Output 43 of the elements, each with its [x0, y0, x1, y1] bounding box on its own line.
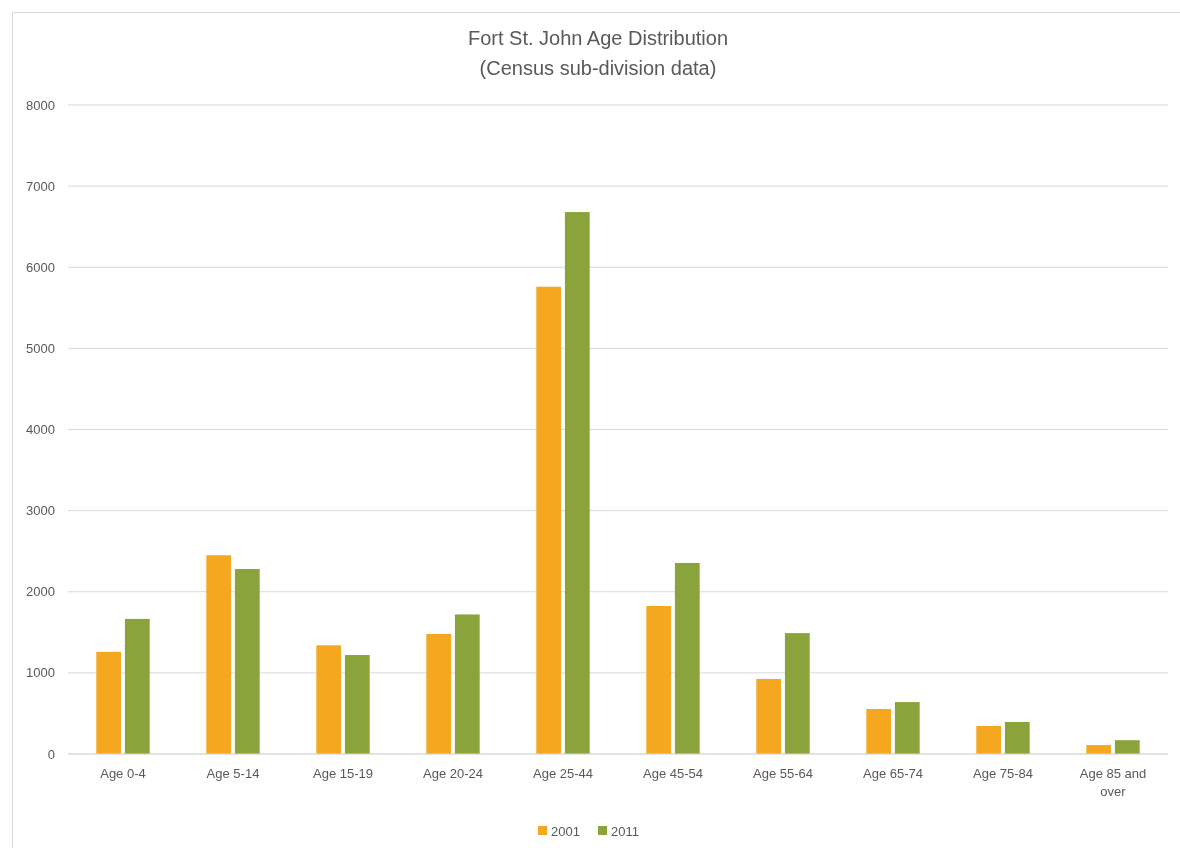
x-tick-label: Age 15-19 [313, 766, 373, 781]
bar [206, 555, 232, 754]
chart-subtitle: (Census sub-division data) [479, 57, 717, 79]
legend-label: 2011 [611, 823, 639, 839]
bar [784, 633, 810, 754]
bar [894, 702, 920, 754]
bar [756, 678, 782, 754]
bar [234, 569, 260, 754]
bar [454, 614, 480, 754]
bar [536, 286, 562, 754]
y-tick-label: 5000 [26, 340, 55, 356]
bar [1004, 721, 1030, 754]
y-tick-label: 6000 [26, 259, 55, 275]
y-tick-label: 8000 [26, 97, 55, 113]
bar [564, 212, 590, 754]
x-tick-label: Age 75-84 [973, 766, 1033, 781]
x-tick-label: Age 65-74 [863, 766, 923, 781]
y-tick-label: 1000 [26, 665, 55, 681]
bar [646, 605, 672, 754]
bar [1086, 745, 1112, 754]
y-tick-label: 0 [47, 746, 55, 762]
bar [866, 708, 892, 754]
bar [344, 655, 370, 754]
y-tick-label: 7000 [26, 178, 55, 194]
bar [316, 645, 342, 754]
bar [1114, 740, 1140, 754]
x-tick-label: Age 25-44 [533, 766, 593, 781]
bar [674, 562, 700, 754]
x-tick-label: Age 55-64 [753, 766, 813, 781]
x-tick-label: Age 0-4 [100, 766, 146, 781]
y-tick-label: 3000 [26, 503, 55, 519]
legend-label: 2001 [551, 823, 580, 839]
bar [124, 618, 150, 754]
y-tick-label: 2000 [26, 584, 55, 600]
x-tick-label: Age 85 and over [1079, 766, 1147, 799]
chart-title: Fort St. John Age Distribution [467, 27, 729, 49]
y-tick-label: 4000 [26, 422, 55, 438]
x-tick-label: Age 5-14 [206, 766, 260, 781]
x-tick-label: Age 20-24 [423, 766, 483, 781]
x-tick-label: Age 45-54 [643, 766, 703, 781]
bar [426, 633, 452, 754]
bar [96, 651, 122, 754]
bar [976, 726, 1002, 754]
